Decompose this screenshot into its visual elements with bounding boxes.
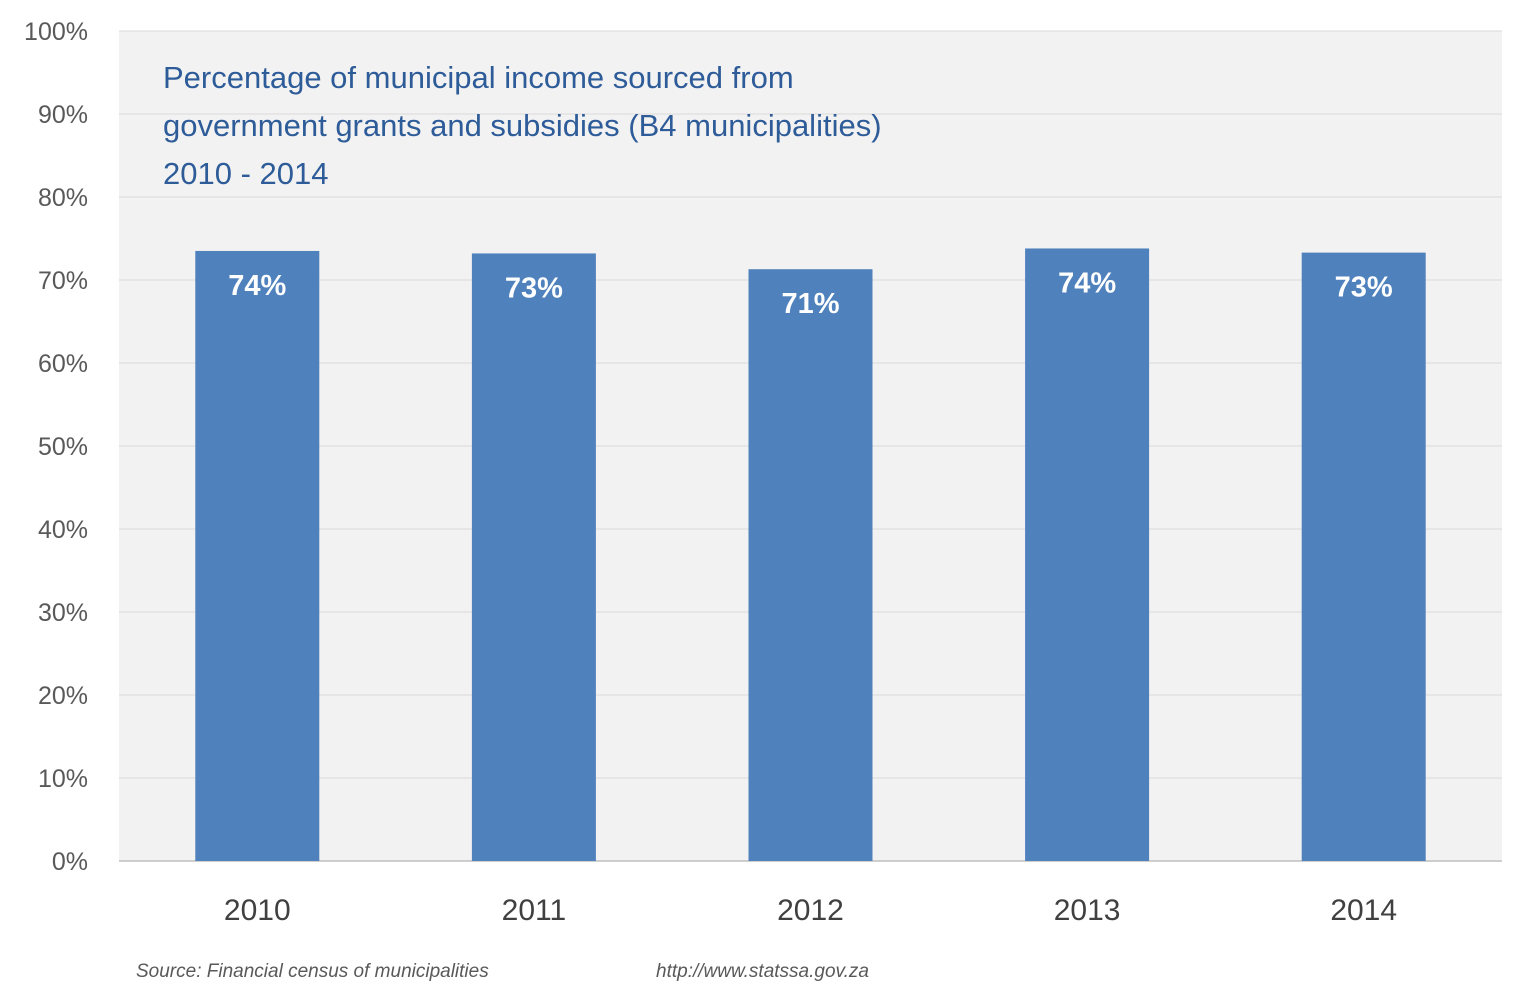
chart-title-line-3: 2010 - 2014 (163, 156, 328, 191)
data-label: 73% (505, 272, 563, 304)
bar (1025, 248, 1150, 861)
x-tick-label: 2014 (1330, 894, 1397, 927)
source-note: Source: Financial census of municipaliti… (136, 961, 489, 982)
y-tick-label: 70% (38, 267, 88, 295)
chart-title-line-2: government grants and subsidies (B4 muni… (163, 108, 882, 143)
y-tick-label: 30% (38, 599, 88, 627)
y-tick-label: 20% (38, 682, 88, 710)
bar (471, 253, 596, 861)
y-tick-label: 0% (52, 848, 88, 876)
data-label: 74% (1058, 267, 1116, 299)
bars (195, 248, 1426, 862)
y-tick-label: 90% (38, 101, 88, 129)
y-tick-label: 100% (24, 18, 88, 46)
x-tick-label: 2011 (502, 894, 567, 927)
data-label: 73% (1335, 272, 1393, 304)
y-tick-label: 80% (38, 184, 88, 212)
bar (748, 269, 873, 862)
x-tick-label: 2013 (1054, 894, 1121, 927)
y-tick-label: 10% (38, 765, 88, 793)
y-tick-label: 50% (38, 433, 88, 461)
bar (195, 250, 320, 861)
y-axis-ticks: 0% 10% 20% 30% 40% 50% 60% 70% 80% 90% 100% (24, 18, 88, 876)
bar (1301, 252, 1426, 862)
y-tick-label: 60% (38, 350, 88, 378)
x-tick-label: 2010 (224, 894, 291, 927)
source-url: http://www.statssa.gov.za (656, 961, 869, 982)
x-axis-ticks: 2010 2011 2012 2013 2014 (224, 894, 1397, 927)
y-tick-label: 40% (38, 516, 88, 544)
data-label: 71% (781, 288, 839, 320)
data-labels: 74% 73% 71% 74% 73% (228, 267, 1393, 320)
x-tick-label: 2012 (777, 894, 844, 927)
data-label: 74% (228, 270, 286, 302)
chart-title: Percentage of municipal income sourced f… (163, 60, 882, 191)
chart-title-line-1: Percentage of municipal income sourced f… (163, 60, 794, 95)
